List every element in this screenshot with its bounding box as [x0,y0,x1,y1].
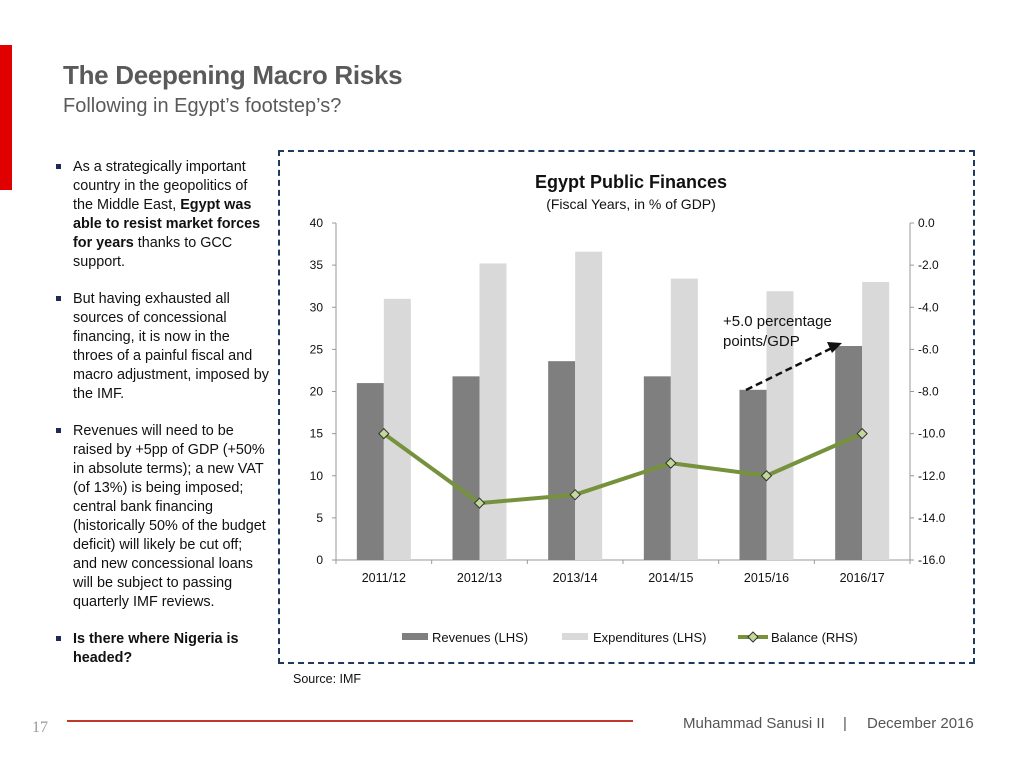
source-note: Source: IMF [293,672,362,686]
bullet-text: Is there where Nigeria is headed? [73,631,239,666]
accent-bar [0,45,12,190]
slide-subtitle: Following in Egypt’s footstep’s? [63,95,342,117]
page-number: 17 [32,719,48,736]
footer-divider [67,720,633,722]
footer-separator: | [843,715,847,732]
bullet-text: As a strategically important country in … [73,159,248,213]
slide-title: The Deepening Macro Risks [63,60,403,90]
footer-author: Muhammad Sanusi II [683,715,825,732]
bullet-text: Revenues will need to be raised by +5pp … [73,423,266,610]
footer-date: December 2016 [867,715,974,732]
bullet-item: Is there where Nigeria is headed? [55,630,270,668]
bullet-list: As a strategically important country in … [55,158,270,686]
chart-frame [278,150,975,664]
bullet-item: As a strategically important country in … [55,158,270,272]
bullet-text: thanks to GCC support. [73,235,233,270]
bullet-item: Revenues will need to be raised by +5pp … [55,422,270,612]
bullet-item: But having exhausted all sources of conc… [55,290,270,404]
bullet-text: Egypt was able to resist market forces f… [73,197,261,251]
bullet-text: But having exhausted all sources of conc… [73,291,269,402]
